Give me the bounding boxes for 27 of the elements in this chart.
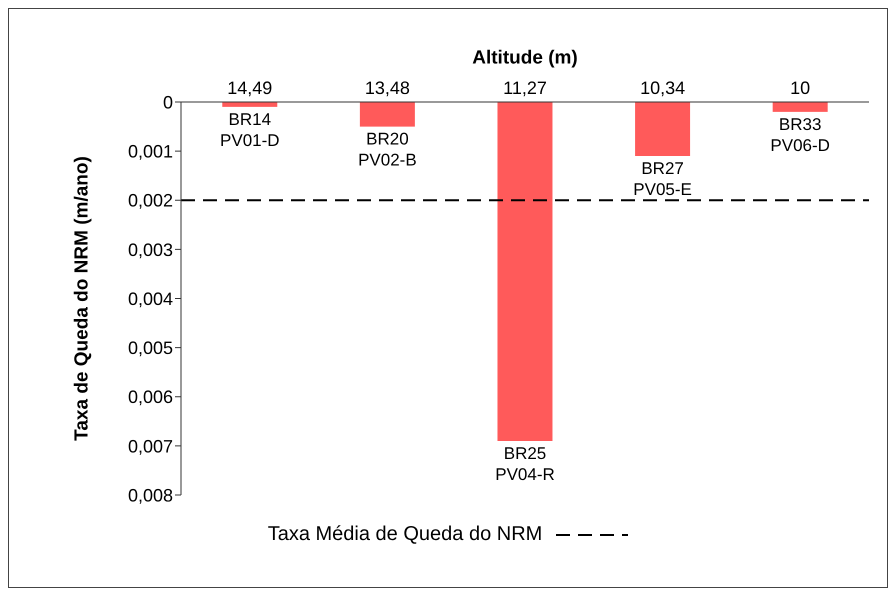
y-axis-title: Taxa de Queda do NRM (m/ano) bbox=[72, 156, 93, 441]
x-tick-label: 11,27 bbox=[503, 78, 547, 98]
annotation: BR25 PV04-R bbox=[495, 444, 555, 484]
y-tick-label: 0,004 bbox=[128, 288, 173, 309]
y-tick-label: 0,007 bbox=[128, 436, 173, 456]
bar bbox=[635, 102, 690, 156]
x-tick-label: 10,34 bbox=[640, 78, 686, 98]
bar bbox=[497, 102, 552, 441]
bar bbox=[360, 102, 415, 127]
y-tick-label: 0,001 bbox=[128, 142, 173, 162]
y-tick-label: 0,006 bbox=[128, 387, 173, 408]
annotation: BR33 PV06-D bbox=[770, 114, 830, 155]
y-tick-label: 0,008 bbox=[128, 485, 173, 506]
y-tick-label: 0 bbox=[162, 92, 173, 112]
bar bbox=[222, 102, 278, 107]
x-axis-title: Altitude (m) bbox=[472, 47, 578, 68]
bar bbox=[772, 102, 828, 112]
y-tick-label: 0,005 bbox=[128, 338, 173, 358]
x-tick-label: 10 bbox=[790, 78, 810, 98]
annotation: BR14 PV01-D bbox=[220, 110, 280, 150]
annotation: BR20 PV02-B bbox=[358, 130, 417, 170]
y-tick-label: 0,003 bbox=[128, 240, 173, 260]
x-tick-label: 14,49 bbox=[227, 78, 272, 98]
legend-label: Taxa Média de Queda do NRM bbox=[268, 523, 542, 546]
y-tick-label: 0,002 bbox=[128, 190, 173, 211]
annotation: BR27 PV05-E bbox=[633, 159, 692, 200]
x-tick-label: 13,48 bbox=[364, 78, 410, 98]
